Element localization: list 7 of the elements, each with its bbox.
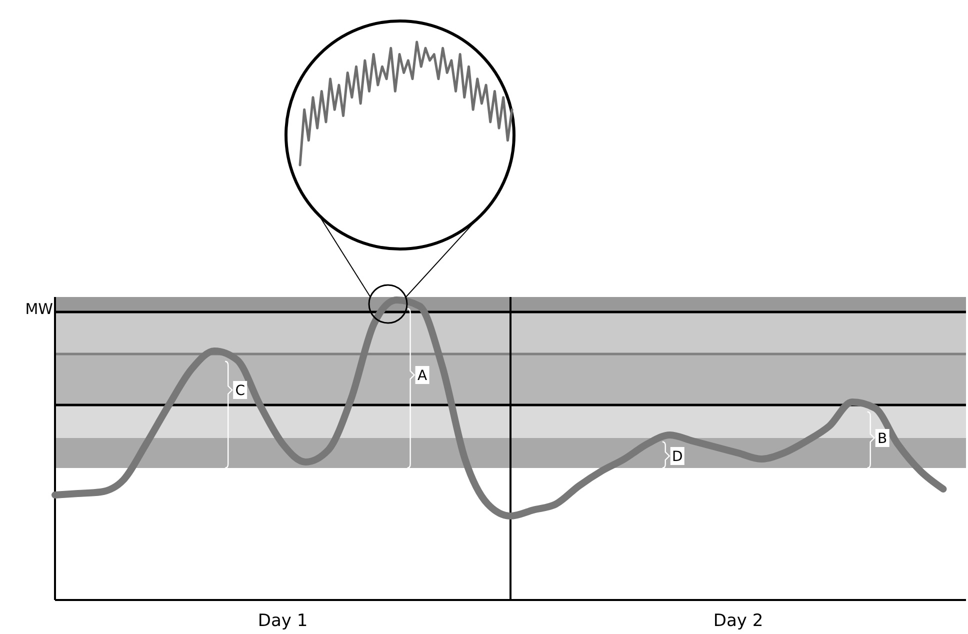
annotation: C [235, 383, 246, 399]
ref-line-label: MW [25, 300, 54, 318]
annotation: A [418, 368, 428, 384]
annotation: D [672, 449, 683, 465]
x-tick-label: Day 2 [713, 611, 764, 632]
x-tick-label: Day 1 [258, 611, 308, 632]
annotation: B [878, 431, 888, 447]
